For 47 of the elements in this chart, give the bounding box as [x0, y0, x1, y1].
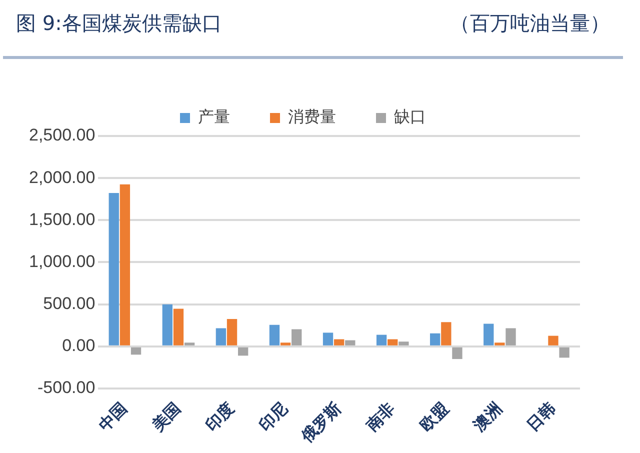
y-tick-label: 1,500.00 [28, 210, 96, 229]
bar [398, 342, 409, 346]
legend-label: 产量 [198, 107, 230, 126]
bar [238, 347, 248, 356]
y-tick-label: 1,000.00 [28, 252, 96, 271]
bar [120, 184, 130, 346]
x-tick-label: 俄罗斯 [296, 398, 345, 447]
x-tick-label: 日韩 [522, 398, 559, 435]
bar [559, 347, 570, 358]
bar [345, 340, 356, 346]
bar [269, 324, 280, 346]
bar [388, 339, 398, 346]
x-tick-label: 中国 [94, 398, 131, 435]
x-tick-label: 印度 [202, 398, 238, 435]
x-tick-label: 南非 [362, 398, 398, 436]
bar [130, 347, 142, 355]
bar [292, 329, 302, 346]
y-tick-label: -500.00 [38, 378, 96, 398]
bar [216, 328, 226, 346]
bar [108, 192, 119, 346]
legend-label: 消费量 [288, 107, 336, 126]
legend-label: 缺口 [394, 107, 426, 126]
bar [376, 334, 387, 346]
bar [226, 318, 238, 346]
x-tick-label: 欧盟 [416, 398, 452, 435]
chart-title: 图 9:各国煤炭供需缺口 [16, 10, 222, 37]
bar [548, 336, 558, 346]
bar [484, 324, 494, 346]
bar [494, 342, 505, 346]
bar [334, 339, 344, 346]
y-tick-label: 2,000.00 [28, 168, 96, 187]
bar [280, 342, 291, 346]
bar [162, 304, 173, 346]
bar [441, 322, 452, 346]
bar [452, 347, 462, 360]
x-tick-label: 澳洲 [468, 398, 506, 436]
y-tick-label: 0.00 [62, 336, 96, 356]
y-tick-label: 2,500.00 [28, 126, 96, 145]
x-tick-label: 美国 [147, 398, 184, 436]
bar [184, 342, 195, 346]
bar [506, 328, 516, 346]
y-tick-label: 500.00 [43, 294, 96, 314]
bar [430, 333, 440, 346]
x-tick-label: 印尼 [255, 398, 292, 435]
bar [173, 308, 184, 346]
bar [322, 332, 334, 346]
chart-subtitle: （百万吨油当量） [450, 10, 610, 37]
